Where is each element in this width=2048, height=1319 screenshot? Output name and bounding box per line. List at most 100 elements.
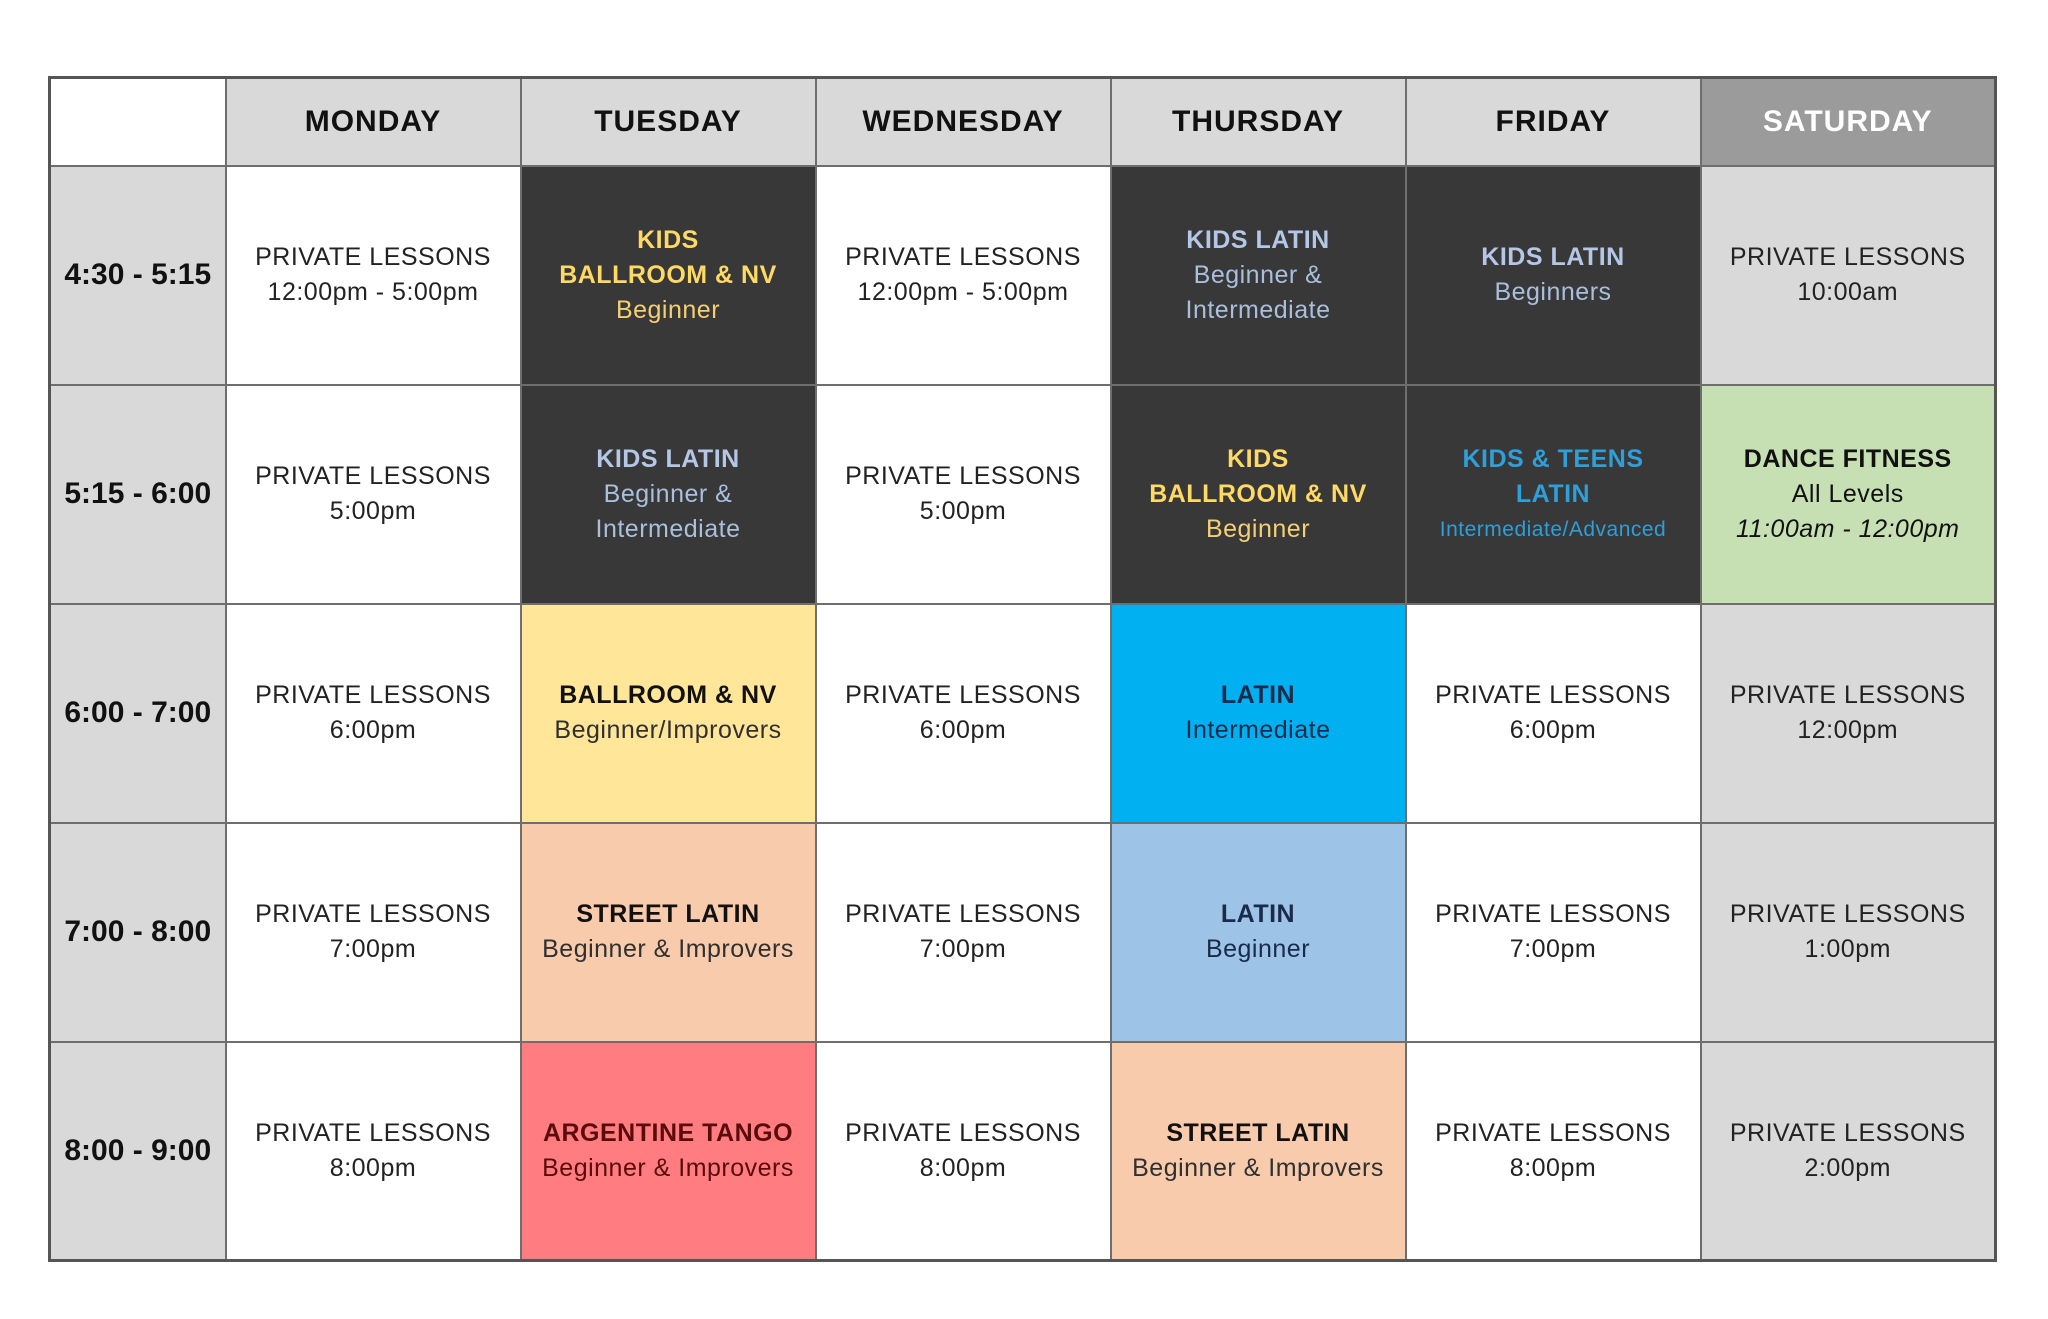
class-level: Intermediate xyxy=(1185,716,1331,744)
class-cell-wednesday: PRIVATE LESSONS 6:00pm xyxy=(814,602,1112,824)
class-cell-thursday: LATIN Beginner xyxy=(1109,821,1407,1043)
class-time: 5:00pm xyxy=(919,497,1007,525)
class-cell-saturday: PRIVATE LESSONS 2:00pm xyxy=(1699,1040,1997,1262)
class-title: KIDS LATIN xyxy=(596,444,740,473)
class-level: Beginner & xyxy=(603,479,733,508)
class-cell-tuesday: STREET LATIN Beginner & Improvers xyxy=(519,821,817,1043)
class-time: 6:00pm xyxy=(329,716,417,744)
class-time: 2:00pm xyxy=(1804,1153,1891,1182)
class-time: 12:00pm - 5:00pm xyxy=(267,278,479,306)
class-level: Intermediate xyxy=(1185,295,1331,324)
class-level: Beginner & Improvers xyxy=(542,1153,794,1182)
day-header-friday: FRIDAY xyxy=(1404,76,1702,167)
class-level: All Levels xyxy=(1791,479,1904,508)
class-title: BALLROOM & NV xyxy=(1149,479,1367,508)
class-time: 12:00pm xyxy=(1797,716,1899,744)
class-title: PRIVATE LESSONS xyxy=(255,462,491,490)
day-header-thursday: THURSDAY xyxy=(1109,76,1407,167)
class-cell-wednesday: PRIVATE LESSONS 8:00pm xyxy=(814,1040,1112,1262)
class-time: 12:00pm - 5:00pm xyxy=(857,278,1069,306)
class-title: LATIN xyxy=(1220,681,1296,709)
class-level: Intermediate xyxy=(595,514,741,543)
class-cell-thursday: KIDS BALLROOM & NV Beginner xyxy=(1109,383,1407,605)
class-title: KIDS LATIN xyxy=(1481,243,1625,271)
class-level: Beginner/Improvers xyxy=(554,716,782,744)
class-time: 10:00am xyxy=(1797,278,1899,306)
class-level: Beginner xyxy=(1205,514,1311,543)
class-title: PRIVATE LESSONS xyxy=(845,1118,1081,1147)
day-header-tuesday: TUESDAY xyxy=(519,76,817,167)
class-cell-saturday: PRIVATE LESSONS 12:00pm xyxy=(1699,602,1997,824)
time-slot-label: 5:15 - 6:00 xyxy=(48,383,227,605)
class-title: PRIVATE LESSONS xyxy=(1729,681,1966,709)
class-title: KIDS xyxy=(1227,444,1289,473)
day-header-wednesday: WEDNESDAY xyxy=(814,76,1112,167)
class-time: 7:00pm xyxy=(1509,935,1597,963)
class-title: PRIVATE LESSONS xyxy=(845,462,1081,490)
time-slot-row: 7:00 - 8:00 PRIVATE LESSONS 7:00pm STREE… xyxy=(48,821,1997,1043)
class-cell-tuesday: ARGENTINE TANGO Beginner & Improvers xyxy=(519,1040,817,1262)
class-cell-monday: PRIVATE LESSONS 6:00pm xyxy=(224,602,522,824)
class-time: 8:00pm xyxy=(329,1153,417,1182)
class-title: PRIVATE LESSONS xyxy=(845,243,1081,271)
class-level: Beginners xyxy=(1494,278,1612,306)
class-cell-monday: PRIVATE LESSONS 7:00pm xyxy=(224,821,522,1043)
class-title: PRIVATE LESSONS xyxy=(1729,243,1966,271)
class-level: Beginner & xyxy=(1193,260,1323,289)
class-title: PRIVATE LESSONS xyxy=(845,900,1081,928)
class-level: Beginner & Improvers xyxy=(542,935,794,963)
time-slot-row: 6:00 - 7:00 PRIVATE LESSONS 6:00pm BALLR… xyxy=(48,602,1997,824)
class-time: 11:00am - 12:00pm xyxy=(1736,514,1960,543)
class-title: PRIVATE LESSONS xyxy=(1435,900,1671,928)
class-cell-monday: PRIVATE LESSONS 12:00pm - 5:00pm xyxy=(224,164,522,386)
corner-cell xyxy=(48,76,227,167)
class-title: DANCE FITNESS xyxy=(1743,444,1952,473)
class-cell-thursday: LATIN Intermediate xyxy=(1109,602,1407,824)
class-title: KIDS xyxy=(637,225,699,254)
class-title: PRIVATE LESSONS xyxy=(255,243,491,271)
class-title: STREET LATIN xyxy=(1166,1118,1350,1147)
class-cell-friday: PRIVATE LESSONS 7:00pm xyxy=(1404,821,1702,1043)
time-slot-label: 8:00 - 9:00 xyxy=(48,1040,227,1262)
class-title: BALLROOM & NV xyxy=(559,260,777,289)
class-title: KIDS & TEENS xyxy=(1462,444,1644,473)
class-title: STREET LATIN xyxy=(576,900,760,928)
time-slot-row: 5:15 - 6:00 PRIVATE LESSONS 5:00pm KIDS … xyxy=(48,383,1997,605)
class-level: Beginner xyxy=(1205,935,1311,963)
class-level: Beginner xyxy=(615,295,721,324)
class-time: 7:00pm xyxy=(329,935,417,963)
time-slot-label: 7:00 - 8:00 xyxy=(48,821,227,1043)
class-cell-wednesday: PRIVATE LESSONS 7:00pm xyxy=(814,821,1112,1043)
day-header-monday: MONDAY xyxy=(224,76,522,167)
class-cell-friday: KIDS & TEENS LATIN Intermediate/Advanced xyxy=(1404,383,1702,605)
class-time: 8:00pm xyxy=(919,1153,1007,1182)
class-title: PRIVATE LESSONS xyxy=(255,1118,491,1147)
time-slot-row: 4:30 - 5:15 PRIVATE LESSONS 12:00pm - 5:… xyxy=(48,164,1997,386)
class-cell-tuesday: BALLROOM & NV Beginner/Improvers xyxy=(519,602,817,824)
class-cell-friday: PRIVATE LESSONS 6:00pm xyxy=(1404,602,1702,824)
class-time: 5:00pm xyxy=(329,497,417,525)
class-cell-monday: PRIVATE LESSONS 5:00pm xyxy=(224,383,522,605)
class-cell-saturday: PRIVATE LESSONS 1:00pm xyxy=(1699,821,1997,1043)
time-slot-label: 6:00 - 7:00 xyxy=(48,602,227,824)
class-level: Beginner & Improvers xyxy=(1132,1153,1384,1182)
class-title: PRIVATE LESSONS xyxy=(1729,1118,1966,1147)
class-time: 7:00pm xyxy=(919,935,1007,963)
class-cell-monday: PRIVATE LESSONS 8:00pm xyxy=(224,1040,522,1262)
class-cell-thursday: KIDS LATIN Beginner & Intermediate xyxy=(1109,164,1407,386)
class-cell-wednesday: PRIVATE LESSONS 5:00pm xyxy=(814,383,1112,605)
class-time: 1:00pm xyxy=(1804,935,1891,963)
class-title: ARGENTINE TANGO xyxy=(542,1118,794,1147)
class-cell-thursday: STREET LATIN Beginner & Improvers xyxy=(1109,1040,1407,1262)
class-title: PRIVATE LESSONS xyxy=(1435,681,1671,709)
class-title: LATIN xyxy=(1220,900,1296,928)
day-header-saturday: SATURDAY xyxy=(1699,76,1997,167)
class-time: 8:00pm xyxy=(1509,1153,1597,1182)
class-cell-saturday: DANCE FITNESS All Levels 11:00am - 12:00… xyxy=(1699,383,1997,605)
class-title: PRIVATE LESSONS xyxy=(255,681,491,709)
class-time: 6:00pm xyxy=(1509,716,1597,744)
class-cell-saturday: PRIVATE LESSONS 10:00am xyxy=(1699,164,1997,386)
class-title: PRIVATE LESSONS xyxy=(1729,900,1966,928)
class-title: PRIVATE LESSONS xyxy=(845,681,1081,709)
class-cell-friday: PRIVATE LESSONS 8:00pm xyxy=(1404,1040,1702,1262)
